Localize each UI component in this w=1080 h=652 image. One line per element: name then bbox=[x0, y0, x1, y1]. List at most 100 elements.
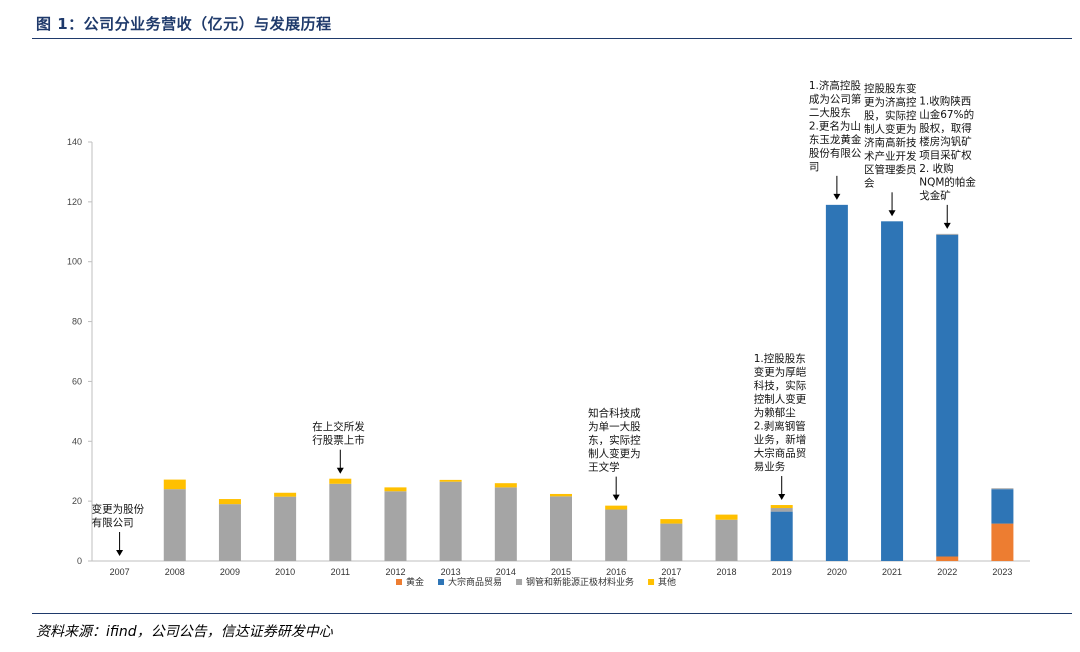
annotation-line: 2.剥离钢管 bbox=[754, 420, 806, 433]
bar-segment bbox=[770, 505, 793, 509]
bar-segment bbox=[605, 509, 628, 561]
annotation-line: 济南高新技 bbox=[864, 136, 917, 149]
annotation-line: 2.更名为山 bbox=[809, 119, 861, 132]
y-tick-label: 40 bbox=[72, 436, 82, 446]
x-tick-label: 2010 bbox=[275, 567, 295, 577]
bar-segment bbox=[218, 499, 241, 505]
bar-segment bbox=[715, 514, 738, 520]
annotation-arrow-head bbox=[888, 210, 896, 217]
bar-segment bbox=[936, 556, 959, 561]
bar-segment bbox=[384, 487, 407, 492]
annotation-line: NQM的帕金 bbox=[919, 175, 976, 188]
legend-swatch bbox=[648, 579, 655, 585]
annotation-line: 成为公司第 bbox=[809, 92, 862, 105]
x-tick-label: 2009 bbox=[220, 567, 240, 577]
legend-label: 黄金 bbox=[406, 576, 424, 588]
y-tick-label: 100 bbox=[67, 257, 82, 267]
annotation-line: 为赖郁尘 bbox=[754, 406, 796, 419]
y-tick-label: 80 bbox=[72, 317, 82, 327]
annotation-line: 为单一大股 bbox=[588, 420, 641, 433]
stacked-bar-chart: 0 20 40 60 80 100 120 140 2007 2008 2009 2010 2011 20… bbox=[67, 79, 1030, 588]
bar-segment bbox=[439, 479, 462, 482]
annotation-arrow-head bbox=[943, 222, 951, 229]
annotation-line: 控股股东变 bbox=[864, 82, 917, 95]
y-tick-label: 140 bbox=[67, 137, 82, 147]
x-tick-label: 2018 bbox=[717, 567, 737, 577]
annotation-line: 股权，取得 bbox=[919, 121, 972, 134]
annotation-line: 业务，新增 bbox=[754, 433, 807, 446]
bars-layer bbox=[163, 204, 1014, 561]
annotation-line: 变更为股份 bbox=[92, 503, 145, 516]
x-tick-label: 2012 bbox=[385, 567, 405, 577]
annotation-line: 会 bbox=[864, 176, 875, 189]
bar-segment bbox=[163, 489, 186, 561]
bar-segment bbox=[660, 523, 683, 561]
bar-segment bbox=[218, 504, 241, 561]
bottom-rule bbox=[32, 613, 1072, 614]
bar-segment bbox=[274, 492, 297, 497]
bar-segment bbox=[936, 234, 959, 557]
legend-swatch bbox=[438, 579, 445, 585]
bar-segment bbox=[550, 496, 572, 561]
annotation-line: 更为济高控 bbox=[864, 95, 917, 108]
top-rule bbox=[32, 38, 1072, 39]
x-tick-label: 2022 bbox=[937, 567, 957, 577]
annotation-line: 王文学 bbox=[588, 461, 620, 474]
annotation-line: 项目采矿权 bbox=[919, 148, 972, 161]
annotation-arrow-head bbox=[612, 494, 620, 501]
bar-segment bbox=[770, 508, 793, 512]
y-tick-label: 0 bbox=[77, 556, 82, 566]
x-tick-label: 2023 bbox=[992, 567, 1012, 577]
annotation-line: 股，实际控 bbox=[864, 109, 917, 122]
bar-segment bbox=[274, 496, 297, 561]
bar-segment bbox=[605, 505, 628, 510]
annotation-line: 二大股东 bbox=[809, 106, 851, 119]
legend: 黄金 大宗商品贸易 钢管和新能源正极材料业务 其他 bbox=[396, 576, 676, 588]
bar-segment bbox=[163, 479, 186, 490]
bar-segment bbox=[936, 233, 959, 235]
figure-title: 图 1：公司分业务营收（亿元）与发展历程 bbox=[36, 15, 332, 33]
annotation-line: 行股票上市 bbox=[312, 434, 365, 447]
source-note: 资料来源：ifind，公司公告，信达证券研发中心 bbox=[36, 624, 333, 640]
annotation-line: 司 bbox=[809, 161, 820, 173]
annotation-line: 1.济高控股 bbox=[809, 79, 862, 92]
axis-layer: 0 20 40 60 80 100 120 140 2007 2008 2009 2010 2011 20… bbox=[67, 137, 1030, 577]
y-tick-label: 20 bbox=[72, 496, 82, 506]
annotation-arrow-head bbox=[336, 467, 344, 474]
annotation-line: 1.收购陕西 bbox=[919, 94, 971, 107]
annotation-line: 在上交所发 bbox=[312, 420, 365, 433]
y-tick-label: 60 bbox=[72, 376, 82, 386]
annotation-line: 有限公司 bbox=[92, 516, 134, 529]
annotation-line: 楼房沟钒矿 bbox=[919, 135, 972, 148]
x-tick-label: 2021 bbox=[882, 567, 902, 577]
x-tick-label: 2011 bbox=[331, 567, 350, 577]
annotation-line: 2. 收购 bbox=[919, 162, 953, 175]
annotation-line: 大宗商品贸 bbox=[754, 447, 807, 460]
x-tick-label: 2015 bbox=[551, 567, 571, 577]
legend-label: 大宗商品贸易 bbox=[448, 576, 502, 588]
bar-segment bbox=[494, 483, 517, 488]
x-tick-label: 2013 bbox=[441, 567, 461, 577]
legend-swatch bbox=[516, 579, 523, 585]
legend-swatch bbox=[396, 579, 402, 585]
annotation-line: 制人变更为 bbox=[864, 122, 917, 135]
annotations-layer: 变更为股份有限公司在上交所发行股票上市知合科技成为单一大股东，实际控制人变更为王… bbox=[92, 79, 976, 556]
x-tick-label: 2007 bbox=[110, 567, 130, 577]
y-tick-label: 120 bbox=[67, 197, 82, 207]
x-tick-label: 2008 bbox=[165, 567, 185, 577]
bar-segment bbox=[770, 511, 793, 561]
bar-segment bbox=[991, 488, 1014, 490]
x-tick-label: 2020 bbox=[827, 567, 847, 577]
annotation-line: 控制人变更 bbox=[754, 393, 807, 406]
annotation-line: 1.控股股东 bbox=[754, 352, 806, 365]
annotation-arrow-head bbox=[778, 494, 786, 501]
bar-segment bbox=[715, 519, 738, 561]
annotation-line: 区管理委员 bbox=[864, 163, 917, 176]
annotation-line: 易业务 bbox=[754, 460, 786, 473]
bar-segment bbox=[550, 493, 572, 497]
annotation-line: 东，实际控 bbox=[588, 434, 641, 447]
annotation-line: 制人变更为 bbox=[588, 447, 641, 460]
bar-segment bbox=[329, 478, 352, 484]
annotation-arrow-head bbox=[116, 550, 124, 556]
x-tick-label: 2019 bbox=[772, 567, 792, 577]
